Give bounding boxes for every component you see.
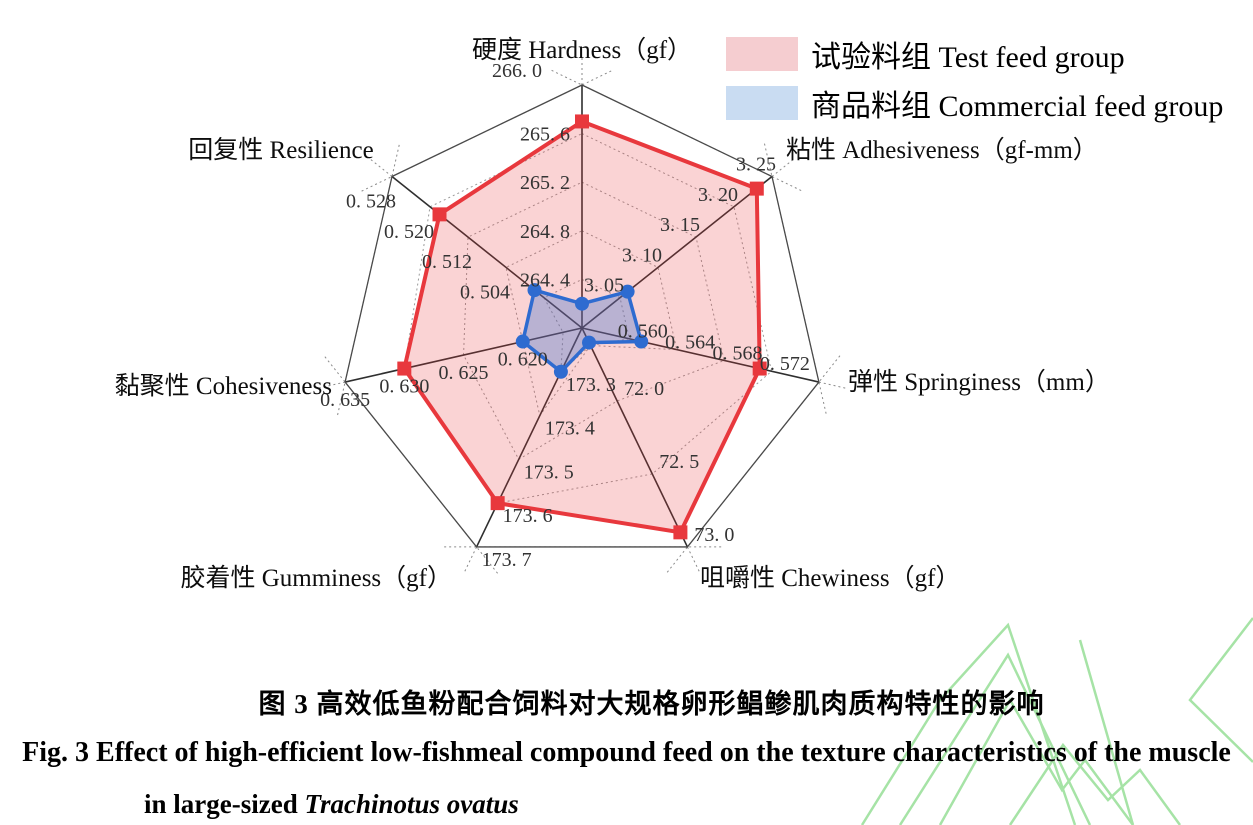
legend-label: 商品料组 Commercial feed group (811, 90, 1224, 123)
axis-title: 黏聚性 Cohesiveness (115, 372, 332, 400)
tick-label: 72. 0 (624, 378, 664, 400)
grid-ring (403, 133, 773, 504)
test-feed-polygon (402, 119, 762, 535)
watermark-line (898, 652, 1092, 825)
grid-ring (543, 278, 630, 373)
axis-title: 粘性 Adhesiveness（gf-mm） (786, 136, 1098, 164)
axis-line (581, 327, 820, 383)
tick-label: 0. 635 (320, 389, 370, 411)
tick-label: 0. 625 (439, 362, 489, 384)
tick-label: 0. 572 (760, 353, 810, 375)
chart-outline (344, 84, 820, 548)
commercial-feed-marker (575, 296, 589, 311)
tick-label: 0. 528 (346, 190, 396, 212)
commercial-feed-polygon (520, 287, 644, 375)
axis-title: 回复性 Resilience (188, 136, 373, 164)
axis-title: 硬度 Hardness（gf） (472, 36, 692, 64)
test-feed-marker (749, 181, 764, 196)
watermark-line (1008, 742, 1182, 825)
tick-label: 264. 4 (520, 269, 570, 291)
tick-label: 0. 568 (713, 342, 763, 364)
tick-label: 3. 10 (622, 244, 662, 266)
tick-label: 265. 6 (520, 124, 570, 146)
radar-chart: 264. 4 264. 8 265. 2 265. 6 266. 0 3. 05 3. 10… (115, 36, 1110, 592)
tick-label: 266. 0 (492, 60, 542, 82)
test-feed-marker (490, 496, 505, 511)
tick-label: 0. 512 (422, 251, 472, 273)
axis-line (344, 327, 583, 383)
tick-label: 173. 5 (524, 461, 574, 483)
commercial-feed-marker (515, 334, 530, 349)
tick-label: 3. 15 (660, 214, 700, 236)
axis-title: 咀嚼性 Chewiness（gf） (700, 564, 960, 592)
figure-caption-species-line: in large-sized Trachinotus ovatus (144, 789, 1253, 820)
axis-line (581, 327, 689, 548)
test-feed-marker (575, 114, 589, 129)
commercial-feed-marker (634, 334, 649, 349)
axis-extension (463, 546, 478, 573)
commercial-feed-marker (582, 335, 597, 350)
legend-item-test-feed: 试验料组 Test feed group (726, 32, 1223, 76)
tick-label: 0. 520 (384, 221, 434, 243)
watermark-line (938, 697, 1135, 825)
tick-label: 73. 0 (694, 524, 734, 546)
chart-legend: 试验料组 Test feed group 商品料组 Commercial fee… (726, 32, 1223, 130)
caption-prefix: in large-sized (144, 789, 305, 819)
tick-label: 72. 5 (659, 451, 699, 473)
tick-label: 3. 05 (584, 275, 624, 297)
tick-label: 0. 620 (498, 349, 548, 371)
axis-title: 胶着性 Gumminess（gf） (180, 564, 452, 592)
test-feed-marker (432, 207, 447, 222)
tick-label: 173. 3 (566, 374, 616, 396)
tick-label: 0. 504 (460, 281, 510, 303)
commercial-feed-marker (553, 364, 568, 379)
test-feed-swatch (726, 37, 798, 71)
axis-title: 弹性 Springiness（mm） (848, 368, 1110, 396)
tick-label: 3. 25 (736, 153, 776, 175)
watermark-line (1188, 617, 1253, 763)
tick-label: 0. 564 (665, 331, 715, 353)
axis-line (475, 327, 583, 548)
figure-caption-chinese: 图 3 高效低鱼粉配合饲料对大规格卵形鲳鲹肌肉质构特性的影响 (258, 689, 1045, 719)
species-name: Trachinotus ovatus (304, 789, 519, 819)
commercial-feed-marker (527, 283, 542, 298)
grid-ring (505, 230, 678, 417)
axis-line (581, 175, 773, 329)
legend-item-commercial-feed: 商品料组 Commercial feed group (726, 81, 1223, 125)
tick-label: 0. 560 (618, 321, 668, 343)
tick-label: 3. 20 (698, 184, 738, 206)
tick-label: 264. 8 (520, 221, 570, 243)
axis-line (391, 175, 583, 329)
tick-label: 0. 630 (379, 376, 429, 398)
axis-extension (818, 381, 847, 389)
legend-label: 试验料组 Test feed group (811, 41, 1125, 74)
test-feed-marker (397, 361, 412, 376)
test-feed-marker (673, 525, 688, 540)
tick-label: 173. 6 (503, 505, 553, 527)
tick-label: 265. 2 (520, 172, 570, 194)
tick-label: 173. 4 (545, 418, 595, 440)
figure-caption-english: Fig. 3 Effect of high-efficient low-fish… (22, 737, 1231, 768)
tick-label: 173. 7 (482, 549, 532, 571)
commercial-feed-marker (620, 284, 635, 299)
axis-extension (686, 546, 701, 573)
watermark-line (1078, 639, 1135, 825)
commercial-feed-swatch (726, 86, 798, 120)
test-feed-marker (752, 361, 767, 376)
